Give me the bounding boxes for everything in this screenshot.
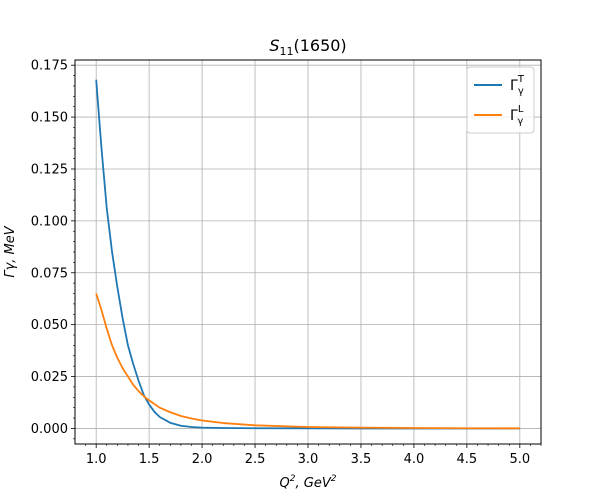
x-tick-label: 1.0 [86, 452, 107, 467]
chart-title: S11(1650) [269, 36, 346, 58]
x-tick-label: 5.0 [509, 452, 530, 467]
x-tick-label: 3.0 [298, 452, 319, 467]
y-tick-label: 0.075 [31, 266, 68, 281]
legend-label-transverse: ΓT γ [510, 74, 525, 97]
x-tick-label: 4.5 [457, 452, 478, 467]
x-tick-label: 4.0 [404, 452, 425, 467]
legend-box [466, 66, 535, 134]
y-tick-label: 0.125 [31, 162, 68, 177]
plot-series [95, 79, 520, 430]
y-tick-label: 0.100 [31, 214, 68, 229]
y-axis-label: Γγ, MeV [3, 225, 18, 277]
series-line-0 [95, 79, 520, 430]
x-tick-label: 3.5 [351, 452, 372, 467]
legend-label-longitudinal: ΓL γ [510, 104, 524, 127]
y-tick-label: 0.050 [31, 318, 68, 333]
series-line-1 [95, 293, 520, 430]
axis-ticks: 1.0 1.5 2.0 2.5 3.0 3.5 4.0 4.5 5.0 0.000 0.025 0.0… [31, 59, 542, 467]
x-axis-label: Q2, GeV2 [280, 474, 337, 491]
y-tick-label: 0.175 [31, 59, 68, 74]
y-tick-label: 0.150 [31, 111, 68, 126]
y-tick-label: 0.000 [31, 422, 68, 437]
y-tick-label: 0.025 [31, 370, 68, 385]
legend: ΓT γ ΓL γ [466, 66, 535, 134]
x-tick-label: 2.5 [245, 452, 266, 467]
x-tick-label: 1.5 [139, 452, 160, 467]
x-tick-label: 2.0 [192, 452, 213, 467]
